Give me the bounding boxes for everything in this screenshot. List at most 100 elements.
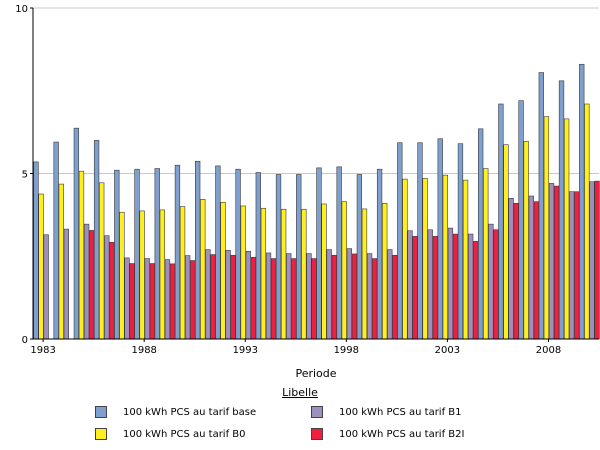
bar bbox=[93, 140, 100, 340]
bar bbox=[73, 127, 80, 340]
bar bbox=[265, 252, 272, 340]
legend: Libelle 100 kWh PCS au tarif base 100 kW… bbox=[0, 386, 600, 450]
bar bbox=[331, 254, 337, 340]
bar bbox=[286, 253, 292, 340]
bar bbox=[169, 263, 176, 340]
bar bbox=[569, 191, 575, 340]
bar bbox=[119, 211, 125, 340]
bar bbox=[235, 168, 241, 340]
legend-item-b1: 100 kWh PCS au tarif B1 bbox=[311, 405, 462, 419]
bar bbox=[255, 172, 261, 340]
bar bbox=[104, 235, 110, 340]
bar bbox=[220, 202, 226, 340]
bar bbox=[351, 253, 358, 340]
bar bbox=[589, 181, 595, 340]
bar bbox=[129, 263, 135, 340]
bar bbox=[275, 174, 282, 340]
bar bbox=[372, 258, 378, 340]
bar bbox=[321, 203, 327, 340]
bar bbox=[260, 207, 267, 340]
bar bbox=[457, 143, 464, 340]
bar bbox=[210, 254, 216, 340]
bar bbox=[493, 229, 499, 340]
legend-label-b2i: 100 kWh PCS au tarif B2I bbox=[339, 428, 465, 440]
x-tick-label: 2008 bbox=[536, 345, 561, 356]
bar bbox=[43, 234, 49, 340]
bar bbox=[533, 201, 540, 340]
bar bbox=[291, 258, 297, 340]
bar bbox=[579, 63, 585, 340]
legend-swatch-b1 bbox=[311, 406, 323, 418]
bar bbox=[109, 242, 115, 340]
legend-label-base: 100 kWh PCS au tarif base bbox=[123, 406, 257, 418]
bar bbox=[376, 168, 383, 340]
bar bbox=[503, 144, 509, 340]
bar bbox=[280, 208, 287, 340]
bar bbox=[326, 249, 332, 340]
bar bbox=[447, 227, 454, 340]
bar bbox=[149, 263, 155, 340]
bar bbox=[38, 193, 44, 340]
bar bbox=[558, 80, 565, 340]
bar bbox=[316, 167, 322, 340]
x-tick-label: 1988 bbox=[131, 345, 156, 356]
bar bbox=[356, 174, 363, 340]
legend-item-b0: 100 kWh PCS au tarif B0 bbox=[95, 427, 246, 441]
bar bbox=[270, 258, 277, 340]
bar bbox=[114, 169, 120, 340]
bar bbox=[301, 208, 307, 340]
bar bbox=[442, 174, 448, 340]
bar bbox=[361, 208, 368, 340]
bar bbox=[225, 249, 231, 340]
bar bbox=[336, 166, 342, 340]
bar bbox=[144, 258, 150, 340]
y-tick-label: 5 bbox=[22, 170, 28, 181]
legend-label-b0: 100 kWh PCS au tarif B0 bbox=[123, 428, 246, 440]
bar bbox=[134, 168, 140, 340]
bar bbox=[462, 179, 469, 340]
x-axis-label: Periode bbox=[295, 367, 336, 380]
bar bbox=[154, 168, 160, 340]
bar bbox=[190, 260, 196, 340]
bar bbox=[548, 183, 555, 340]
bar bbox=[99, 182, 105, 340]
bar bbox=[174, 164, 181, 340]
bar bbox=[195, 160, 201, 340]
gridlines bbox=[33, 7, 599, 174]
bar bbox=[250, 256, 257, 340]
bar bbox=[78, 170, 85, 340]
legend-swatch-b0 bbox=[95, 428, 107, 440]
bar bbox=[179, 206, 186, 340]
bar bbox=[574, 191, 580, 340]
bar bbox=[245, 250, 251, 340]
bar bbox=[452, 233, 459, 340]
bar bbox=[402, 178, 408, 340]
bar bbox=[563, 118, 570, 340]
bar bbox=[528, 195, 534, 340]
bar bbox=[58, 183, 64, 340]
x-tick-label: 1998 bbox=[334, 345, 359, 356]
x-tick-label: 1983 bbox=[30, 345, 55, 356]
bar bbox=[230, 254, 236, 340]
bar bbox=[478, 128, 484, 340]
bar bbox=[543, 116, 550, 340]
bar bbox=[164, 259, 171, 340]
bar bbox=[200, 199, 206, 340]
x-tick-label: 1993 bbox=[233, 345, 258, 356]
legend-item-base: 100 kWh PCS au tarif base bbox=[95, 405, 256, 419]
bar bbox=[432, 236, 438, 340]
bar bbox=[584, 103, 590, 340]
bar bbox=[346, 248, 353, 340]
bar bbox=[513, 202, 519, 340]
bar bbox=[538, 72, 544, 340]
bar bbox=[427, 229, 433, 340]
y-tick-label: 10 bbox=[15, 4, 28, 15]
bar bbox=[240, 205, 246, 340]
bar bbox=[205, 249, 211, 340]
bar bbox=[215, 165, 221, 340]
bar bbox=[407, 230, 413, 340]
bar bbox=[185, 255, 191, 340]
bar bbox=[392, 254, 398, 340]
bar bbox=[83, 223, 90, 340]
